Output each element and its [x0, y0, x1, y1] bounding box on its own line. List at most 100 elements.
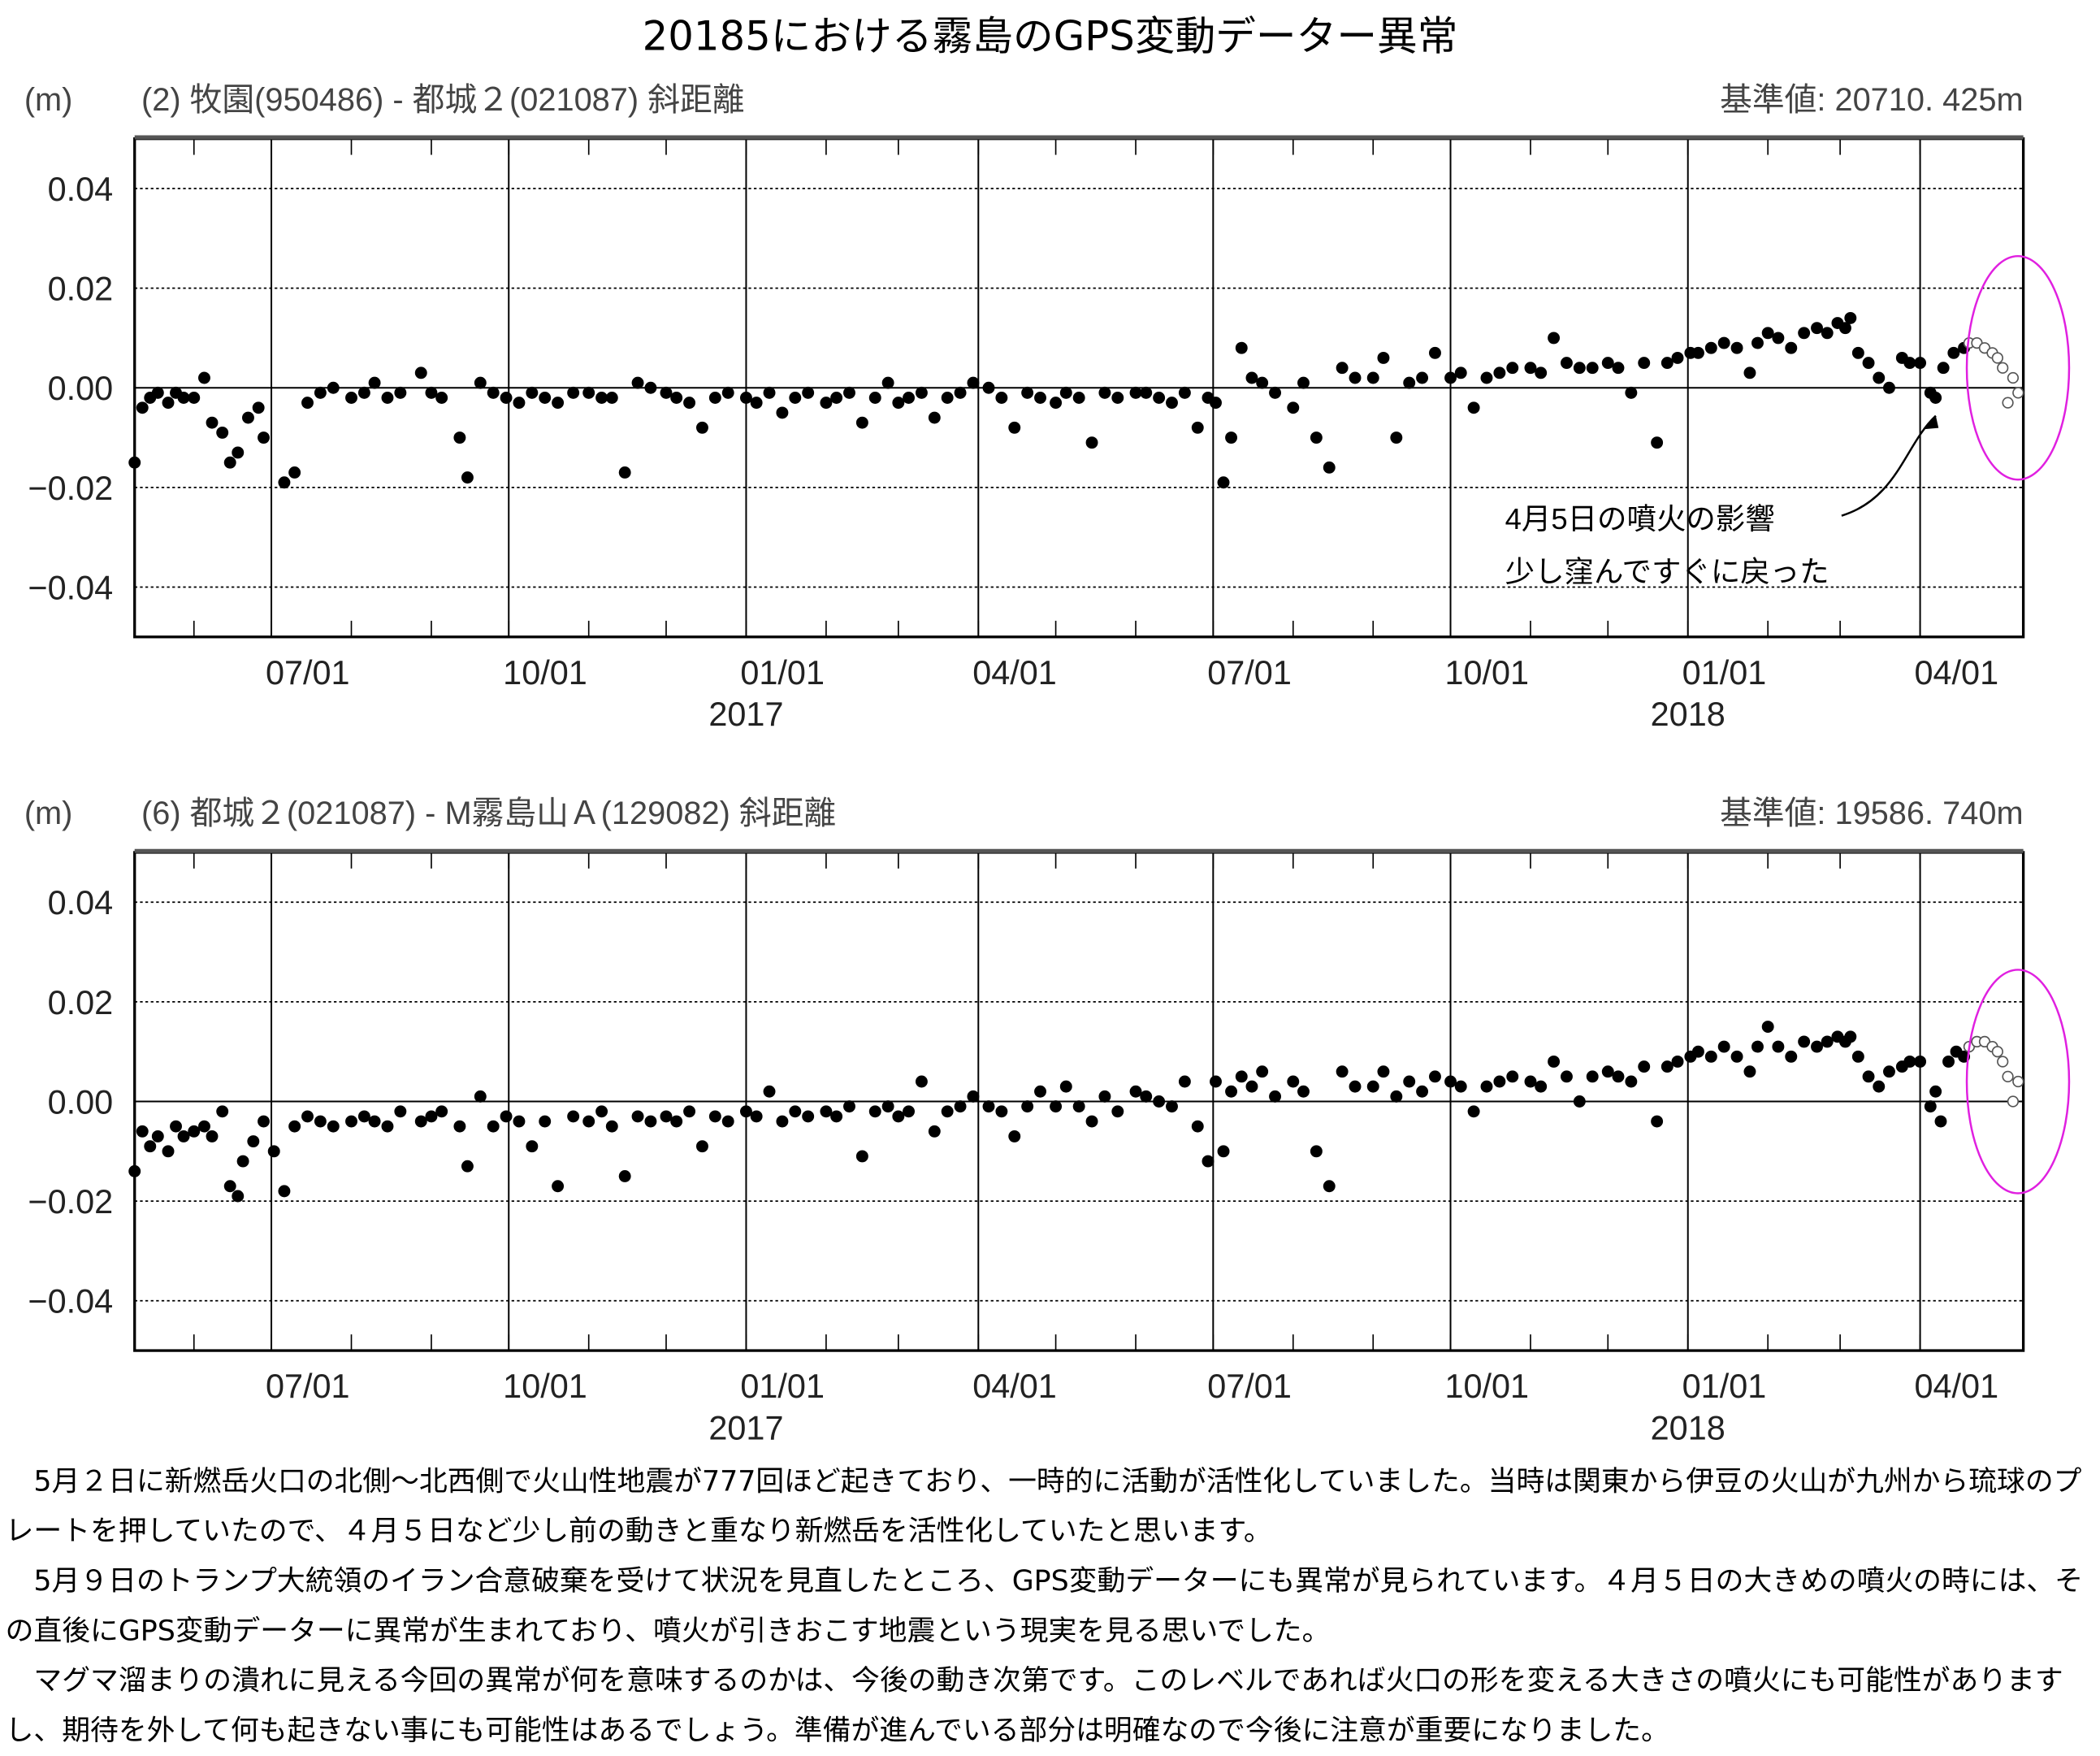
data-point	[1671, 1056, 1684, 1068]
data-point	[1323, 1180, 1336, 1193]
x-tick-label: 07/01	[266, 1368, 350, 1405]
data-point	[582, 386, 595, 399]
data-point	[177, 1129, 190, 1142]
data-point	[1937, 362, 1950, 375]
data-point	[1661, 357, 1674, 370]
data-point	[1111, 392, 1124, 404]
data-point	[1947, 346, 1960, 359]
data-point	[995, 1105, 1008, 1118]
data-point	[739, 392, 752, 404]
data-point	[1366, 371, 1379, 384]
data-point	[1297, 1085, 1310, 1098]
y-tick-label: −0.02	[28, 470, 113, 507]
data-point	[1811, 1040, 1823, 1053]
data-point	[1269, 386, 1282, 399]
data-point	[660, 1110, 673, 1123]
data-point	[170, 1120, 182, 1133]
data-point	[582, 1115, 595, 1128]
data-point	[1235, 341, 1248, 354]
annotation-line-1: 4月5日の噴火の影響	[1505, 502, 1775, 535]
data-point	[487, 1120, 500, 1133]
x-tick-label: 04/01	[1915, 1368, 1999, 1405]
data-point	[721, 1115, 734, 1128]
y-tick-label: −0.02	[28, 1183, 113, 1221]
data-point	[258, 1115, 270, 1128]
data-point	[242, 411, 254, 424]
x-tick-label: 04/01	[972, 654, 1057, 692]
x-tick-label: 10/01	[503, 1368, 587, 1405]
data-point	[1761, 327, 1774, 340]
data-point	[1883, 1065, 1895, 1078]
data-point	[631, 1110, 644, 1123]
data-point	[1821, 1035, 1834, 1048]
data-point	[1844, 1030, 1857, 1043]
data-point	[1651, 436, 1664, 449]
data-point	[1256, 376, 1269, 389]
data-point	[1903, 357, 1916, 370]
data-point	[345, 1115, 357, 1128]
data-point	[954, 386, 967, 399]
data-point	[567, 1110, 580, 1123]
data-point	[1454, 366, 1467, 379]
data-point	[881, 1100, 894, 1113]
data-point	[915, 386, 928, 399]
data-point	[1772, 332, 1785, 345]
data-point	[1336, 362, 1349, 375]
data-point	[1034, 1085, 1046, 1098]
data-point	[1269, 1090, 1282, 1103]
data-point	[301, 1110, 314, 1123]
data-point	[1704, 341, 1717, 354]
data-point	[151, 386, 164, 399]
data-point	[1225, 431, 1238, 444]
data-point	[357, 386, 370, 399]
data-point	[708, 1110, 721, 1123]
data-point	[526, 1140, 539, 1153]
data-point	[1153, 392, 1166, 404]
data-point	[394, 1105, 407, 1118]
data-point	[789, 392, 802, 404]
data-point	[552, 1180, 565, 1193]
chart-title: (2) 牧園(950486) - 都城２(021087) 斜距離	[141, 82, 745, 118]
data-point	[855, 416, 868, 429]
data-point	[830, 392, 843, 404]
data-point	[1178, 1075, 1191, 1088]
data-point	[1934, 1115, 1947, 1128]
data-point-preliminary	[2002, 397, 2014, 409]
data-point	[670, 1115, 683, 1128]
data-point	[1625, 1075, 1638, 1088]
data-point	[453, 1120, 466, 1133]
data-point	[1761, 1021, 1774, 1033]
data-point	[820, 397, 833, 410]
data-point	[1390, 431, 1403, 444]
data-point	[1929, 392, 1942, 404]
data-point	[954, 1100, 967, 1113]
data-point	[435, 392, 448, 404]
data-point	[1914, 1056, 1927, 1068]
x-tick-label: 10/01	[1444, 1368, 1529, 1405]
data-point	[1256, 1065, 1269, 1078]
highlight-ellipse	[1965, 254, 2071, 481]
data-point	[513, 1115, 526, 1128]
data-point	[802, 386, 815, 399]
data-point	[1008, 1129, 1021, 1142]
data-point	[1851, 1050, 1864, 1063]
year-label: 2017	[708, 696, 783, 733]
data-point	[128, 456, 141, 469]
data-point	[892, 397, 905, 410]
data-point	[995, 392, 1008, 404]
data-point	[595, 1105, 608, 1118]
data-point	[136, 1125, 149, 1138]
data-point	[605, 392, 618, 404]
data-point	[1785, 341, 1798, 354]
data-point	[1798, 1035, 1811, 1048]
data-point	[1625, 386, 1638, 399]
y-unit-label: (m)	[24, 796, 73, 831]
data-point	[1772, 1040, 1785, 1053]
data-point	[1072, 1100, 1085, 1113]
data-point	[644, 381, 657, 394]
data-point	[1310, 1145, 1323, 1158]
data-point	[708, 392, 721, 404]
data-point	[1235, 1070, 1248, 1083]
data-point	[1704, 1050, 1717, 1063]
